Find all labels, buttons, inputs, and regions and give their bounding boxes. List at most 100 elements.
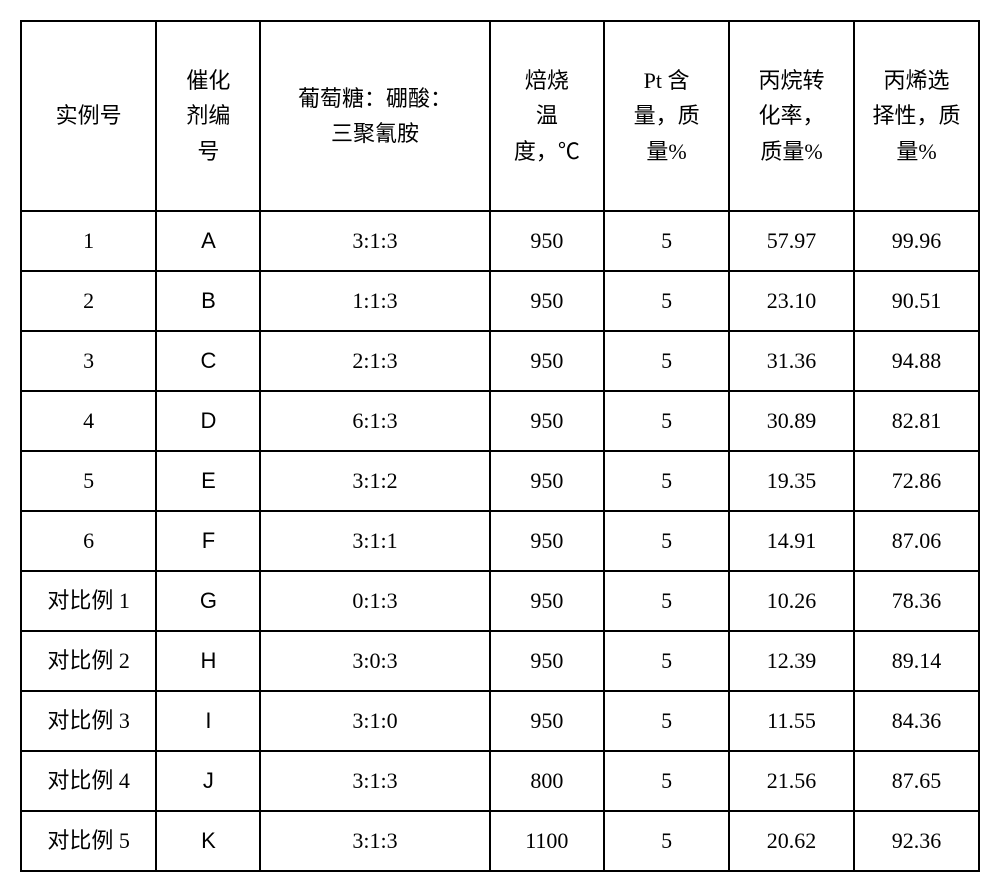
cell-pt-content: 5: [604, 331, 729, 391]
cell-catalyst-id: H: [156, 631, 260, 691]
cell-temperature: 950: [490, 391, 605, 451]
cell-temperature: 950: [490, 691, 605, 751]
cell-selectivity: 84.36: [854, 691, 979, 751]
header-text-line3: 量%: [859, 134, 974, 169]
cell-catalyst-id: E: [156, 451, 260, 511]
col-header-selectivity: 丙烯选 择性，质 量%: [854, 21, 979, 211]
cell-example-no: 4: [21, 391, 156, 451]
table-row: 对比例 2 H 3:0:3 950 5 12.39 89.14: [21, 631, 979, 691]
table-row: 4 D 6:1:3 950 5 30.89 82.81: [21, 391, 979, 451]
cell-catalyst-id: J: [156, 751, 260, 811]
table-row: 6 F 3:1:1 950 5 14.91 87.06: [21, 511, 979, 571]
cell-selectivity: 72.86: [854, 451, 979, 511]
col-header-temperature: 焙烧 温 度，℃: [490, 21, 605, 211]
cell-conversion: 11.55: [729, 691, 854, 751]
cell-pt-content: 5: [604, 391, 729, 451]
header-text-line3: 度，℃: [495, 134, 600, 169]
cell-example-no: 对比例 3: [21, 691, 156, 751]
cell-temperature: 950: [490, 631, 605, 691]
cell-example-no: 6: [21, 511, 156, 571]
header-text-line2: 择性，质: [859, 98, 974, 133]
cell-conversion: 21.56: [729, 751, 854, 811]
table-row: 2 B 1:1:3 950 5 23.10 90.51: [21, 271, 979, 331]
header-text-line3: 质量%: [734, 134, 849, 169]
cell-temperature: 950: [490, 271, 605, 331]
cell-selectivity: 94.88: [854, 331, 979, 391]
header-text-line1: 葡萄糖：硼酸：: [265, 81, 484, 116]
cell-pt-content: 5: [604, 691, 729, 751]
cell-catalyst-id: F: [156, 511, 260, 571]
cell-conversion: 10.26: [729, 571, 854, 631]
cell-pt-content: 5: [604, 451, 729, 511]
header-text-line1: 催化: [161, 63, 255, 98]
cell-catalyst-id: G: [156, 571, 260, 631]
cell-example-no: 1: [21, 211, 156, 271]
cell-ratio: 0:1:3: [260, 571, 489, 631]
cell-ratio: 3:1:3: [260, 751, 489, 811]
cell-conversion: 12.39: [729, 631, 854, 691]
cell-selectivity: 89.14: [854, 631, 979, 691]
cell-conversion: 20.62: [729, 811, 854, 871]
header-text-line2: 三聚氰胺: [265, 116, 484, 151]
cell-ratio: 3:1:3: [260, 811, 489, 871]
cell-conversion: 19.35: [729, 451, 854, 511]
cell-temperature: 800: [490, 751, 605, 811]
cell-conversion: 30.89: [729, 391, 854, 451]
cell-conversion: 57.97: [729, 211, 854, 271]
cell-pt-content: 5: [604, 631, 729, 691]
cell-example-no: 2: [21, 271, 156, 331]
header-text-line3: 号: [161, 134, 255, 169]
cell-example-no: 3: [21, 331, 156, 391]
data-table: 实例号 催化 剂编 号 葡萄糖：硼酸： 三聚氰胺: [20, 20, 980, 872]
header-text-line1: 丙烷转: [734, 63, 849, 98]
header-text-line2: 温: [495, 98, 600, 133]
cell-conversion: 14.91: [729, 511, 854, 571]
cell-example-no: 对比例 1: [21, 571, 156, 631]
header-text-line2: 化率，: [734, 98, 849, 133]
cell-ratio: 3:1:1: [260, 511, 489, 571]
table-row: 5 E 3:1:2 950 5 19.35 72.86: [21, 451, 979, 511]
cell-temperature: 950: [490, 571, 605, 631]
cell-ratio: 3:1:3: [260, 211, 489, 271]
cell-pt-content: 5: [604, 271, 729, 331]
header-text: 实例号: [26, 98, 151, 133]
col-header-pt-content: Pt 含 量，质 量%: [604, 21, 729, 211]
cell-ratio: 1:1:3: [260, 271, 489, 331]
header-text-line3: 量%: [609, 134, 724, 169]
header-text-line2: 量，质: [609, 98, 724, 133]
col-header-example-no: 实例号: [21, 21, 156, 211]
table-row: 对比例 1 G 0:1:3 950 5 10.26 78.36: [21, 571, 979, 631]
cell-example-no: 5: [21, 451, 156, 511]
table-row: 对比例 3 I 3:1:0 950 5 11.55 84.36: [21, 691, 979, 751]
cell-selectivity: 87.06: [854, 511, 979, 571]
cell-pt-content: 5: [604, 811, 729, 871]
cell-selectivity: 78.36: [854, 571, 979, 631]
data-table-container: 实例号 催化 剂编 号 葡萄糖：硼酸： 三聚氰胺: [20, 20, 980, 872]
cell-selectivity: 90.51: [854, 271, 979, 331]
cell-ratio: 2:1:3: [260, 331, 489, 391]
cell-selectivity: 99.96: [854, 211, 979, 271]
cell-catalyst-id: A: [156, 211, 260, 271]
header-text-line1: 丙烯选: [859, 63, 974, 98]
col-header-catalyst-id: 催化 剂编 号: [156, 21, 260, 211]
cell-ratio: 3:0:3: [260, 631, 489, 691]
cell-selectivity: 82.81: [854, 391, 979, 451]
cell-ratio: 6:1:3: [260, 391, 489, 451]
cell-ratio: 3:1:0: [260, 691, 489, 751]
table-row: 3 C 2:1:3 950 5 31.36 94.88: [21, 331, 979, 391]
header-text-line1: Pt 含: [609, 63, 724, 98]
cell-ratio: 3:1:2: [260, 451, 489, 511]
cell-selectivity: 92.36: [854, 811, 979, 871]
cell-pt-content: 5: [604, 211, 729, 271]
header-text-line1: 焙烧: [495, 63, 600, 98]
cell-catalyst-id: I: [156, 691, 260, 751]
table-row: 对比例 5 K 3:1:3 1100 5 20.62 92.36: [21, 811, 979, 871]
table-body: 1 A 3:1:3 950 5 57.97 99.96 2 B 1:1:3 95…: [21, 211, 979, 871]
cell-catalyst-id: D: [156, 391, 260, 451]
cell-example-no: 对比例 4: [21, 751, 156, 811]
cell-temperature: 950: [490, 211, 605, 271]
col-header-conversion: 丙烷转 化率， 质量%: [729, 21, 854, 211]
table-row: 对比例 4 J 3:1:3 800 5 21.56 87.65: [21, 751, 979, 811]
cell-catalyst-id: C: [156, 331, 260, 391]
cell-pt-content: 5: [604, 571, 729, 631]
